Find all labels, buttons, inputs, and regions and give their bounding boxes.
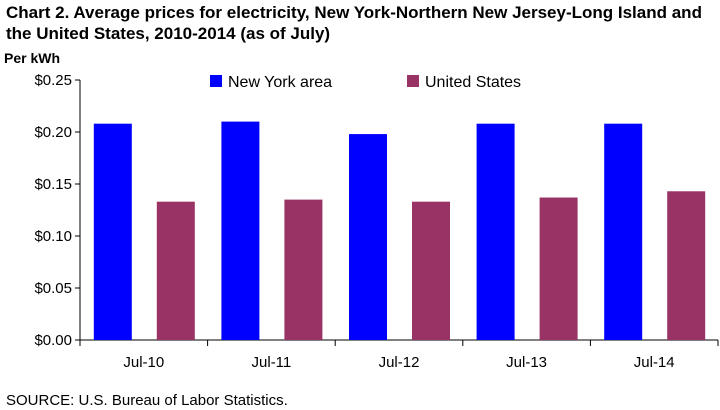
x-tick-label: Jul-11 xyxy=(252,354,292,371)
bar-united-states xyxy=(539,197,578,340)
legend-swatch xyxy=(210,75,222,87)
y-tick-label: $0.05 xyxy=(34,280,72,297)
x-tick-label: Jul-12 xyxy=(379,354,420,371)
bar-united-states xyxy=(412,201,450,340)
y-tick-label: $0.10 xyxy=(34,228,72,245)
bar-united-states xyxy=(284,199,323,340)
y-axis-label: Per kWh xyxy=(4,50,61,66)
bar-united-states xyxy=(156,201,195,340)
legend-swatch xyxy=(407,75,419,87)
x-tick-label: Jul-13 xyxy=(506,354,547,371)
x-tick-label: Jul-14 xyxy=(634,354,675,371)
chart-title: Chart 2. Average prices for electricity,… xyxy=(6,3,702,43)
x-tick-label: Jul-10 xyxy=(123,354,164,371)
bar-new-york-area xyxy=(221,121,260,340)
source-note: SOURCE: U.S. Bureau of Labor Statistics. xyxy=(6,392,288,409)
y-tick-label: $0.20 xyxy=(34,124,72,141)
bar-new-york-area xyxy=(93,123,132,341)
legend-label: New York area xyxy=(228,74,332,91)
bar-new-york-area xyxy=(476,123,515,341)
bar-united-states xyxy=(667,191,706,340)
y-tick-label: $0.00 xyxy=(34,332,72,349)
bar-new-york-area xyxy=(604,123,643,341)
y-tick-label: $0.15 xyxy=(34,176,72,193)
legend-label: United States xyxy=(425,74,521,91)
y-tick-label: $0.25 xyxy=(34,72,72,89)
bar-new-york-area xyxy=(349,134,387,340)
